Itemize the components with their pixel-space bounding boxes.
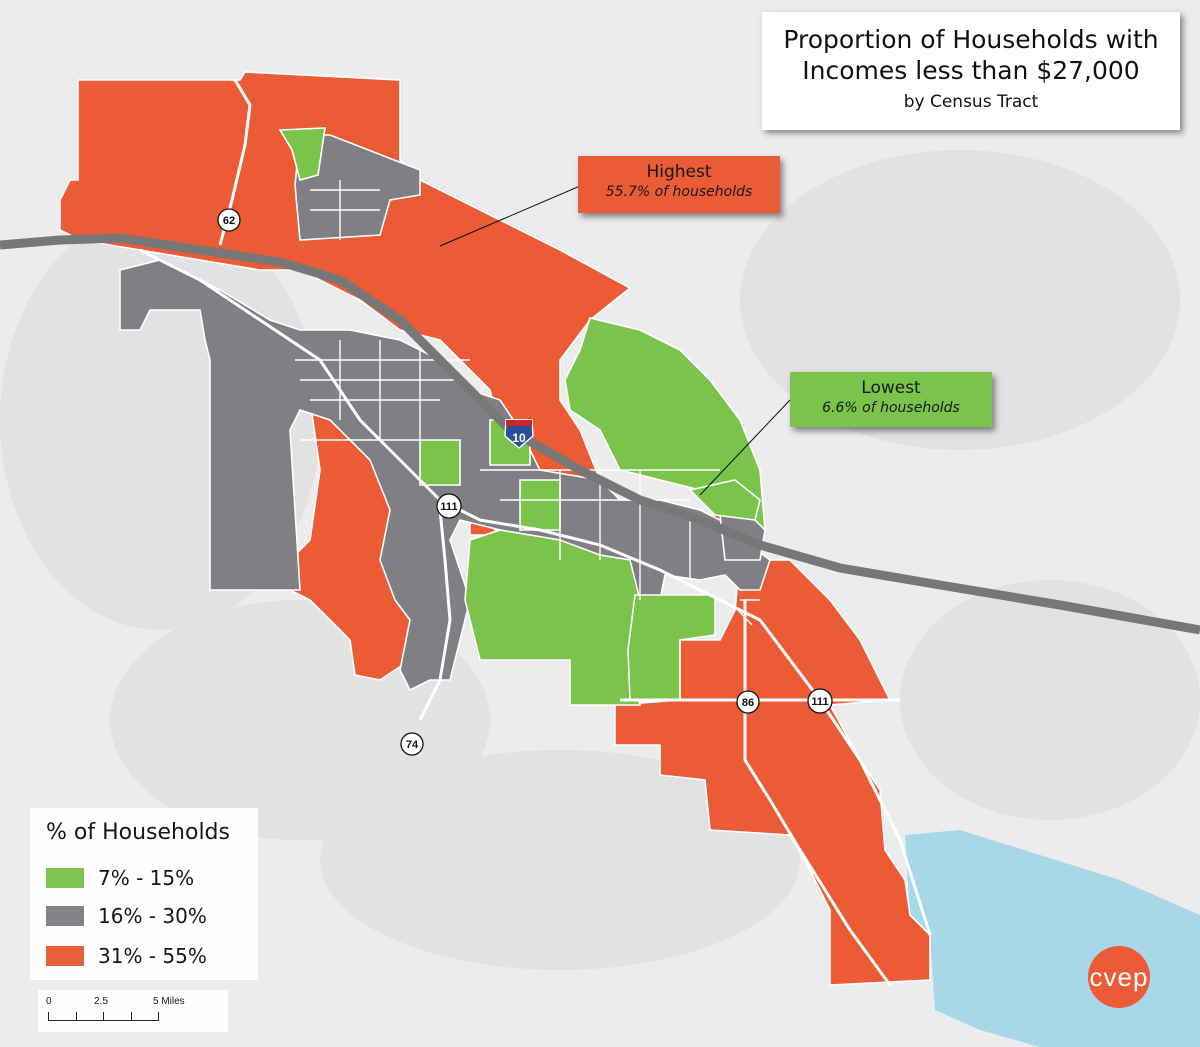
map-title-line1: Proportion of Households with xyxy=(783,25,1159,54)
scale-tick xyxy=(131,1012,132,1020)
route-shield-74: 74 xyxy=(400,732,424,756)
route-62-label: 62 xyxy=(223,215,235,227)
scale-label-2-5: 2.5 xyxy=(94,996,108,1007)
highest-callout-value: 55.7% of households xyxy=(605,184,753,200)
legend-title: % of Households xyxy=(46,820,230,845)
route-111-east-label: 111 xyxy=(811,696,828,708)
legend-label-mid: 16% - 30% xyxy=(98,904,207,928)
legend-swatch-mid xyxy=(46,906,84,926)
scale-tick xyxy=(158,1012,159,1020)
highway-74-line xyxy=(418,509,452,721)
tract-center-green xyxy=(419,439,461,486)
legend-swatch-high xyxy=(46,946,84,966)
scale-label-5-miles: 5 Miles xyxy=(153,996,185,1007)
tract-south-green xyxy=(627,594,716,701)
interstate-10-shield: 10 xyxy=(504,419,534,449)
legend-label-high: 31% - 55% xyxy=(98,944,207,968)
tract-north-pocket xyxy=(278,127,326,181)
tract-boundaries xyxy=(295,180,760,626)
route-shield-62: 62 xyxy=(217,208,241,232)
route-shield-86: 86 xyxy=(736,690,760,714)
map-subtitle: by Census Tract xyxy=(903,92,1039,112)
route-74-label: 74 xyxy=(406,739,419,751)
scale-tick xyxy=(76,1012,77,1020)
scale-label-0: 0 xyxy=(46,996,52,1007)
interstate-10-label: 10 xyxy=(512,431,526,445)
legend: % of Households 7% - 15% 16% - 30% 31% -… xyxy=(30,808,258,980)
highest-leader-line xyxy=(439,185,581,247)
legend-label-low: 7% - 15% xyxy=(98,866,195,890)
lowest-leader-line xyxy=(699,399,791,496)
route-111-west-label: 111 xyxy=(440,501,457,513)
legend-swatch-low xyxy=(46,868,84,888)
scale-bar-line xyxy=(48,1012,159,1021)
route-shield-111-east: 111 xyxy=(807,688,833,714)
route-86-label: 86 xyxy=(742,697,754,709)
tract-south-east xyxy=(614,559,931,986)
map-title-line2: Incomes less than $27,000 xyxy=(802,56,1140,85)
highest-callout: Highest 55.7% of households xyxy=(578,156,780,213)
lowest-callout: Lowest 6.6% of households xyxy=(790,372,992,427)
tract-mid-green xyxy=(519,479,561,531)
scale-tick xyxy=(103,1012,104,1020)
highway-111-line xyxy=(139,248,932,936)
cvep-logo: cvep xyxy=(1088,946,1150,1008)
map-title-box: Proportion of Households with Incomes le… xyxy=(762,12,1180,130)
scale-bar: 0 2.5 5 Miles xyxy=(38,990,228,1032)
highest-callout-label: Highest xyxy=(646,162,712,182)
tract-lowest xyxy=(688,479,761,521)
lowest-callout-label: Lowest xyxy=(861,378,921,398)
tract-north-enclave xyxy=(294,134,421,241)
lowest-callout-value: 6.6% of households xyxy=(822,400,960,416)
route-shield-111-west: 111 xyxy=(436,493,462,519)
